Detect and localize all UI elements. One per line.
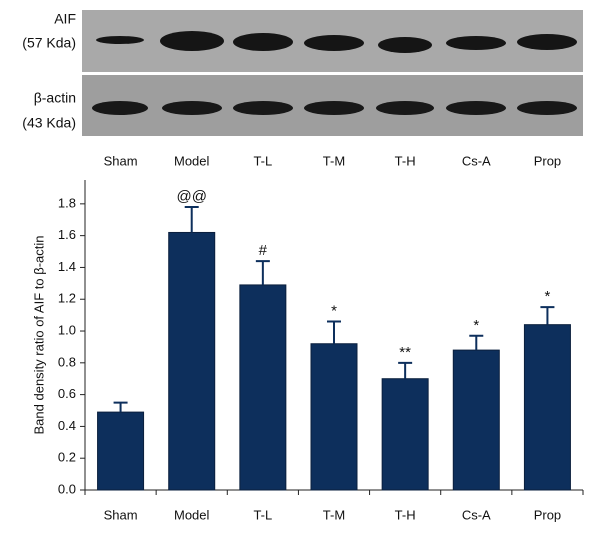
x-tick-label: Sham (104, 507, 138, 522)
western-blot: AIF (57 Kda) β-actin (43 Kda) (22, 10, 583, 136)
y-tick-label: 0.6 (58, 386, 76, 401)
band (92, 101, 148, 115)
y-tick-label: 0.4 (58, 418, 76, 433)
aif-bands (96, 31, 577, 53)
error-bar (398, 361, 413, 379)
band (160, 31, 224, 51)
blot-row-size: (57 Kda) (22, 35, 76, 51)
band (446, 36, 506, 50)
bar (239, 284, 287, 491)
lane-label: T-M (323, 153, 345, 168)
y-axis-label: Band density ratio of AIF to β-actin (31, 236, 46, 435)
significance-label: * (331, 302, 337, 319)
band (233, 101, 293, 115)
x-tick-label: T-L (253, 507, 272, 522)
band (517, 101, 577, 115)
band (378, 37, 432, 53)
y-tick-label: 0.0 (58, 481, 76, 496)
error-bar (327, 320, 341, 344)
bar (452, 349, 500, 491)
y-tick-label: 1.4 (58, 259, 76, 274)
error-bar (255, 260, 270, 285)
significance-label: @@ (176, 188, 206, 205)
blot-row-label: AIF (54, 11, 76, 27)
band (162, 101, 222, 115)
actin-bands (92, 101, 577, 115)
lane-label: Sham (104, 153, 138, 168)
band (517, 34, 577, 50)
bar (381, 378, 429, 491)
bar (168, 231, 216, 491)
band (446, 101, 506, 115)
band (96, 36, 144, 44)
x-tick-label: Model (174, 507, 210, 522)
bar (310, 343, 358, 491)
band (304, 35, 364, 51)
blot-row-size: (43 Kda) (22, 115, 76, 131)
lane-label: T-L (253, 153, 272, 168)
bar (523, 324, 571, 491)
x-tick-label: Prop (534, 507, 561, 522)
y-tick-label: 1.6 (58, 227, 76, 242)
y-tick-label: 0.2 (58, 450, 76, 465)
y-tick-label: 1.2 (58, 291, 76, 306)
lane-label: Prop (534, 153, 561, 168)
significance-label: # (259, 242, 268, 259)
band (304, 101, 364, 115)
y-tick-label: 0.8 (58, 354, 76, 369)
significance-label: * (473, 317, 479, 334)
significance-label: ** (399, 344, 411, 361)
x-tick-label: Cs-A (462, 507, 491, 522)
y-tick-label: 1.0 (58, 322, 76, 337)
lane-label: T-H (395, 153, 416, 168)
error-bar (469, 334, 484, 351)
x-tick-label: T-M (323, 507, 345, 522)
bar (97, 411, 145, 491)
significance-label: * (545, 288, 551, 305)
lane-label: Cs-A (462, 153, 491, 168)
blot-row-label: β-actin (34, 90, 76, 106)
error-bar (540, 306, 555, 325)
error-bar (113, 401, 128, 413)
error-bar (184, 206, 199, 233)
lane-label: Model (174, 153, 210, 168)
band (376, 101, 434, 115)
band (233, 33, 293, 51)
x-tick-label: T-H (395, 507, 416, 522)
y-tick-label: 1.8 (58, 195, 76, 210)
